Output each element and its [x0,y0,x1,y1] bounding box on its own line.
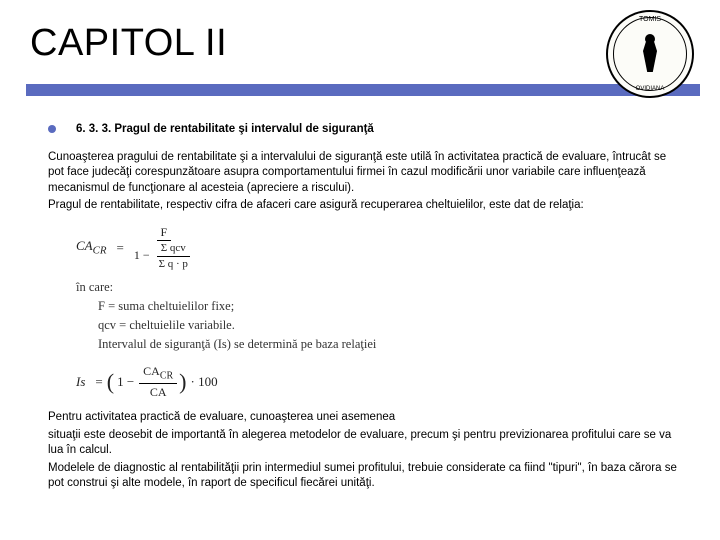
formula1-num: F [157,224,172,241]
formula1-lhs: CACR [76,237,106,258]
where-line-3: Intervalul de siguranţă (Is) se determin… [98,336,682,353]
formula1-nested-fraction: Σ qcv Σ q · p [155,241,192,272]
logo-bottom-text: OVIDIANA [614,86,686,92]
university-logo: TOMIS OVIDIANA [606,10,694,98]
paragraph-2: Pragul de rentabilitate, respectiv cifra… [48,198,682,214]
formula-2: Is = ( 1 − CACR CA ) · 100 [76,363,682,400]
formula2-lhs: Is [76,373,85,391]
formula2-one-minus: 1 − [117,373,134,391]
where-block: în care: F = suma cheltuielilor fixe; qc… [76,279,682,353]
formula2-fraction: CACR CA [139,363,177,400]
paragraph-5: Modelele de diagnostic al rentabilităţii… [48,461,682,492]
formula2-eq: = [95,373,102,391]
where-line-1: F = suma cheltuielilor fixe; [98,298,682,315]
slide: CAPITOL II TOMIS OVIDIANA 6. 3. 3. Pragu… [0,0,720,540]
formula1-den: 1 − Σ qcv Σ q · p [130,241,198,272]
paragraph-1: Cunoaşterea pragului de rentabilitate şi… [48,150,682,197]
title-bar: CAPITOL II [26,18,700,96]
content-region: 6. 3. 3. Pragul de rentabilitate şi inte… [48,122,682,494]
bullet-icon [48,125,56,133]
logo-inner-ring: TOMIS OVIDIANA [613,17,687,91]
page-title: CAPITOL II [26,18,700,65]
logo-top-text: TOMIS [614,16,686,23]
formula2-mult: · 100 [191,373,218,391]
title-underline [26,84,700,96]
formula2-num: CACR [139,363,177,384]
formula-1: CACR = F 1 − Σ qcv Σ q · p [76,224,682,272]
formula2-den: CA [146,384,171,400]
paragraph-4: situaţii este deosebit de importantă în … [48,428,682,459]
formula1-eq: = [116,239,123,257]
where-intro: în care: [76,279,682,296]
formula1-fraction: F 1 − Σ qcv Σ q · p [130,224,198,272]
formula2-close-paren: ) [179,367,186,397]
bullet-row: 6. 3. 3. Pragul de rentabilitate şi inte… [48,122,682,138]
where-line-2: qcv = cheltuielile variabile. [98,317,682,334]
formula2-open-paren: ( [107,367,114,397]
paragraph-3: Pentru activitatea practică de evaluare,… [48,410,682,426]
section-subtitle: 6. 3. 3. Pragul de rentabilitate şi inte… [76,122,374,138]
logo-figure-icon [640,34,660,74]
